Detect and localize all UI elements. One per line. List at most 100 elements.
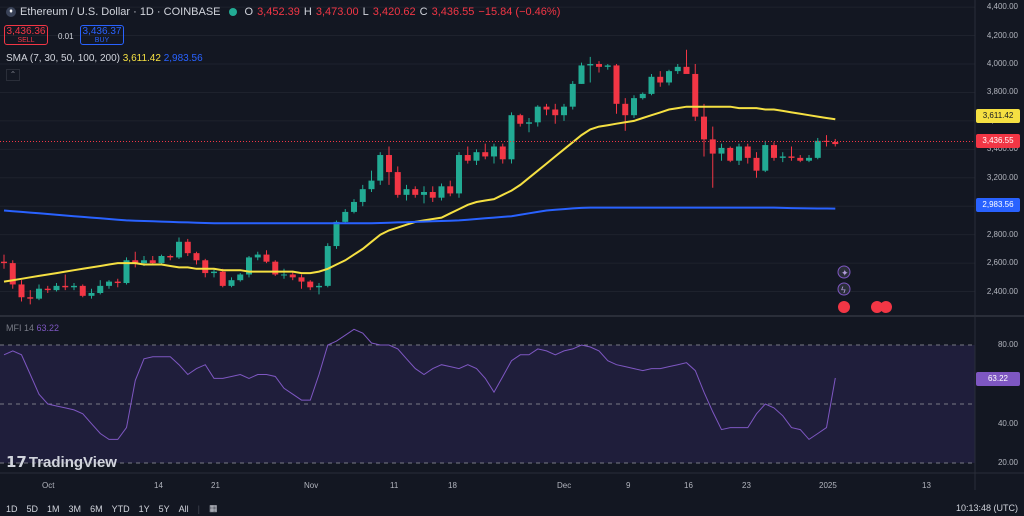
- buy-label: BUY: [94, 37, 110, 44]
- change-value: −15.84 (−0.46%): [478, 6, 561, 18]
- timeframe-1y[interactable]: 1Y: [138, 503, 150, 514]
- candle: [604, 65, 611, 67]
- price-tick: 3,400.00: [986, 144, 1018, 154]
- candle: [106, 281, 112, 286]
- candle: [674, 66, 681, 72]
- sma-yellow-line: [3, 105, 836, 283]
- time-tick: 23: [742, 481, 751, 490]
- mfi-value-label: 63.22: [976, 372, 1020, 386]
- candle: [307, 281, 314, 288]
- time-tick: 21: [211, 481, 220, 490]
- candle: [71, 285, 77, 288]
- timeframe-6m[interactable]: 6M: [90, 503, 103, 514]
- candle: [403, 189, 410, 195]
- candle: [613, 65, 620, 104]
- buy-price: 3,436.37: [82, 26, 122, 37]
- candle: [666, 71, 672, 83]
- timeframe-ytd[interactable]: YTD: [111, 503, 130, 514]
- open-label: O: [244, 6, 254, 18]
- flag-icon-us-2[interactable]: [871, 301, 883, 313]
- timeframe-5d[interactable]: 5D: [26, 503, 39, 514]
- collapse-legend-button[interactable]: ⌃: [6, 69, 20, 81]
- candle: [534, 106, 541, 123]
- candle: [394, 172, 401, 195]
- tradingview-icon: 𝟭𝟳: [6, 454, 27, 471]
- timeframe-5y[interactable]: 5Y: [158, 503, 170, 514]
- timeframe-3m[interactable]: 3M: [68, 503, 82, 514]
- candle: [744, 146, 751, 158]
- sma-legend-label: SMA (7, 30, 50, 100, 200): [6, 53, 120, 64]
- candle: [806, 157, 812, 161]
- mfi-legend-value: 63.22: [36, 323, 60, 333]
- timeframe-1m[interactable]: 1M: [47, 503, 60, 514]
- candle: [456, 155, 462, 194]
- candle: [561, 106, 567, 116]
- symbol-title[interactable]: Ethereum / U.S. Dollar · 1D · COINBASE: [20, 6, 221, 18]
- price-label-last: 3,436.55: [976, 134, 1020, 148]
- candle: [762, 145, 769, 171]
- candle: [421, 192, 427, 195]
- flag-icon-us-3[interactable]: [880, 301, 892, 313]
- clock: 10:13:48 (UTC): [955, 503, 1018, 513]
- market-status-icon: [228, 8, 237, 16]
- candle: [289, 274, 296, 278]
- tradingview-logo[interactable]: 𝟭𝟳 TradingView: [6, 453, 117, 471]
- candle: [491, 146, 497, 157]
- candle: [263, 254, 270, 262]
- chart-grid: [0, 6, 975, 293]
- open-value: 3,452.39: [257, 6, 300, 18]
- candle: [368, 180, 375, 190]
- buy-button[interactable]: 3,436.37 BUY: [80, 25, 124, 45]
- price-tick: 2,600.00: [986, 258, 1018, 268]
- candle: [324, 246, 331, 286]
- price-tick: 3,200.00: [986, 172, 1018, 182]
- calendar-icon[interactable]: ▦: [208, 503, 218, 513]
- price-tick: 4,000.00: [986, 59, 1018, 68]
- event-icon-2[interactable]: [837, 282, 851, 296]
- candle: [473, 152, 480, 161]
- candle: [701, 116, 707, 140]
- price-label-sma-yellow: 3,611.42: [976, 109, 1020, 123]
- candle: [771, 145, 777, 158]
- candle: [639, 93, 646, 99]
- candle: [648, 76, 655, 94]
- candle: [447, 186, 454, 194]
- low-value: 3,420.62: [372, 6, 416, 18]
- sma-legend[interactable]: SMA (7, 30, 50, 100, 200) 3,611.42 2,983…: [6, 53, 203, 64]
- candle: [569, 83, 576, 107]
- candle: [132, 260, 139, 264]
- sma-legend-value-1: 3,611.42: [122, 53, 161, 64]
- candle: [692, 73, 699, 117]
- candle: [683, 66, 690, 74]
- mfi-tick: 40.00: [997, 418, 1018, 428]
- candle: [543, 106, 550, 110]
- candle: [814, 140, 821, 158]
- candle: [578, 65, 585, 84]
- candle: [788, 156, 795, 158]
- candle: [508, 115, 515, 160]
- candle: [97, 285, 104, 293]
- timeframe-1d[interactable]: 1D: [6, 503, 18, 514]
- candle: [184, 241, 191, 254]
- mfi-legend[interactable]: MFI 14 63.22: [6, 323, 59, 333]
- close-label: C: [419, 6, 428, 18]
- mfi-tick: 20.00: [997, 458, 1018, 467]
- time-tick: Dec: [557, 481, 572, 490]
- timeframe-all[interactable]: All: [178, 503, 189, 514]
- time-tick: 11: [390, 481, 399, 490]
- candle: [587, 64, 594, 66]
- candle: [53, 285, 60, 291]
- candle: [482, 152, 489, 157]
- candle: [202, 260, 209, 274]
- candle: [36, 288, 42, 299]
- toolbar-separator: |: [197, 503, 200, 514]
- event-icons: ✦ ϟ: [837, 265, 892, 313]
- event-icon-1[interactable]: [837, 265, 851, 279]
- time-tick: 13: [922, 481, 931, 490]
- sell-button[interactable]: 3,436.36 SELL: [4, 25, 48, 45]
- candle: [342, 211, 349, 222]
- candle: [386, 155, 392, 173]
- candle: [272, 261, 279, 275]
- flag-icon-us-1[interactable]: [838, 301, 850, 313]
